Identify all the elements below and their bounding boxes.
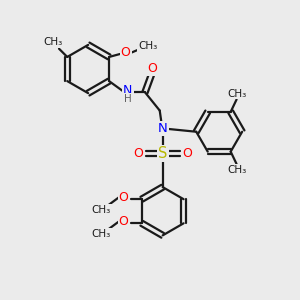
Text: CH₃: CH₃ (92, 229, 111, 239)
Text: O: O (182, 147, 192, 160)
Text: CH₃: CH₃ (92, 205, 111, 215)
Text: CH₃: CH₃ (227, 88, 247, 99)
Text: H: H (124, 94, 132, 104)
Text: S: S (158, 146, 167, 161)
Text: N: N (158, 122, 167, 135)
Text: O: O (121, 46, 130, 59)
Text: CH₃: CH₃ (227, 165, 247, 175)
Text: CH₃: CH₃ (43, 37, 62, 47)
Text: O: O (118, 215, 128, 228)
Text: O: O (134, 147, 143, 160)
Text: N: N (123, 84, 133, 97)
Text: O: O (147, 61, 157, 75)
Text: CH₃: CH₃ (138, 41, 158, 51)
Text: O: O (118, 191, 128, 204)
